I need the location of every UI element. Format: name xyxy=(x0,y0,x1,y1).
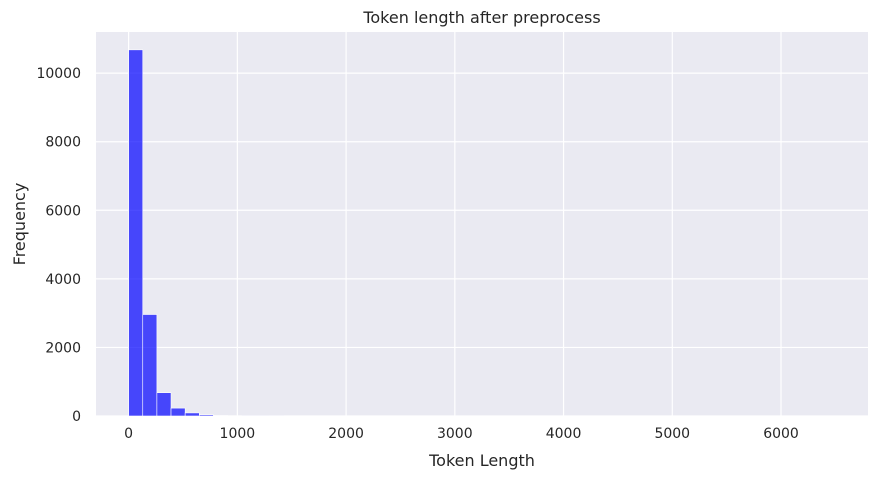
x-tick-label: 6000 xyxy=(763,426,799,442)
x-tick-label: 1000 xyxy=(220,426,256,442)
histogram-bar-2 xyxy=(156,392,172,417)
x-tick-label: 4000 xyxy=(546,426,582,442)
y-tick-label: 8000 xyxy=(45,135,81,151)
y-axis-label: Frequency xyxy=(10,183,29,266)
x-axis-ticks: 0 1000 2000 3000 4000 5000 6000 xyxy=(124,426,799,442)
x-tick-label: 5000 xyxy=(654,426,690,442)
y-tick-label: 6000 xyxy=(45,203,81,219)
histogram-bar-1 xyxy=(142,314,158,417)
y-tick-label: 0 xyxy=(72,409,81,425)
histogram-bar-3 xyxy=(170,407,186,417)
y-axis-ticks: 0 2000 4000 6000 8000 10000 xyxy=(36,66,81,425)
grid-lines xyxy=(96,32,868,417)
histogram-bar-4 xyxy=(184,412,200,417)
histogram-bar-5 xyxy=(198,414,214,417)
y-tick-label: 2000 xyxy=(45,340,81,356)
y-tick-label: 10000 xyxy=(36,66,81,82)
x-tick-label: 2000 xyxy=(328,426,364,442)
histogram-bars xyxy=(128,49,285,417)
y-tick-label: 4000 xyxy=(45,272,81,288)
histogram-bar-0 xyxy=(128,49,144,417)
x-axis-label: Token Length xyxy=(428,451,535,470)
x-tick-label: 0 xyxy=(124,426,133,442)
plot-background xyxy=(96,32,868,416)
x-tick-label: 3000 xyxy=(437,426,473,442)
histogram-bar-6 xyxy=(213,415,228,417)
chart-title: Token length after preprocess xyxy=(362,8,600,27)
